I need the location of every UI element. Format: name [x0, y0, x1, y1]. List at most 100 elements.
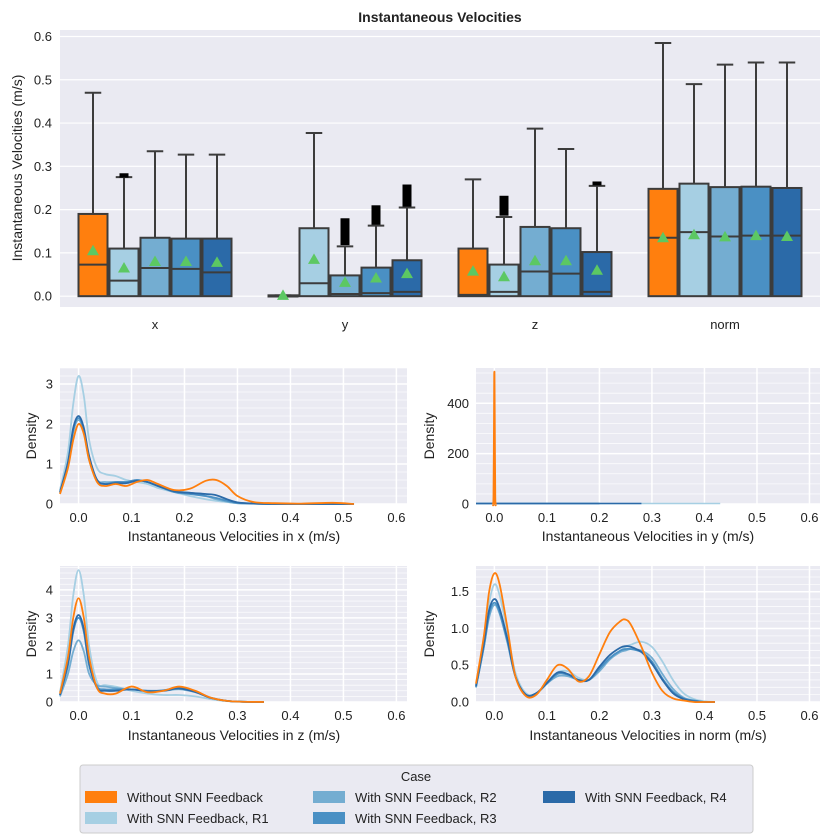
mean-marker [180, 255, 192, 267]
x-tick-label: 0.3 [228, 708, 246, 723]
y-tick-label: 1.0 [451, 621, 469, 636]
box [740, 185, 772, 298]
legend-item-1: With SNN Feedback, R1 [85, 811, 269, 826]
legend-item-3: With SNN Feedback, R3 [313, 811, 497, 826]
mean-marker [308, 253, 320, 264]
mean-marker [467, 265, 479, 276]
x-tick-label: 0.6 [800, 708, 818, 723]
mean-marker [339, 276, 351, 287]
x-tick-label: 0.4 [695, 510, 713, 525]
mean-marker [370, 272, 382, 283]
legend-item-2: With SNN Feedback, R2 [313, 790, 497, 805]
x-tick-label: 0.4 [281, 510, 299, 525]
box [201, 237, 233, 298]
mean-marker [688, 228, 700, 240]
legend-label: With SNN Feedback, R1 [127, 811, 269, 826]
kde-line [59, 422, 355, 505]
x-tick-label: 0.1 [122, 510, 140, 525]
boxplot-title: Instantaneous Velocities [358, 9, 522, 25]
x-tick-label: norm [710, 317, 740, 332]
y-tick-label: 0.3 [34, 159, 52, 174]
mean-marker [529, 254, 541, 266]
x-tick-label: 0.0 [70, 510, 88, 525]
outlier-cluster [119, 173, 129, 178]
kde-line [491, 370, 497, 507]
kde-z-xlabel: Instantaneous Velocities in z (m/s) [128, 727, 340, 743]
x-tick-label: 0.3 [643, 708, 661, 723]
kde-y-panel [476, 368, 820, 504]
x-tick-label: 0.6 [387, 708, 405, 723]
kde-norm-ylabel: Density [421, 611, 437, 658]
outlier-cluster [402, 184, 412, 207]
kde-x-xlabel: Instantaneous Velocities in x (m/s) [128, 528, 340, 544]
mean-marker [719, 230, 731, 242]
legend-swatch [313, 812, 345, 824]
x-tick-label: 0.1 [538, 510, 556, 525]
box [391, 259, 423, 298]
mean-marker [277, 289, 289, 300]
y-tick-label: 200 [447, 446, 469, 461]
marks-layer: 0.0 0.1 0.2 0.3 0.4 0.5 0.6 x y z norm 0 1 2 3 0.0 0.1 0.… [34, 29, 819, 723]
mean-marker [750, 229, 762, 241]
legend-swatch [543, 791, 575, 803]
x-tick-label: 0.6 [387, 510, 405, 525]
x-tick-label: 0.2 [590, 510, 608, 525]
kde-norm-xlabel: Instantaneous Velocities in norm (m/s) [529, 727, 766, 743]
x-tick-label: 0.4 [695, 708, 713, 723]
mean-marker [591, 264, 603, 275]
kde-y-xlabel: Instantaneous Velocities in y (m/s) [542, 528, 754, 544]
mean-marker [560, 254, 572, 266]
y-tick-label: 0.0 [451, 695, 469, 710]
x-tick-label: 0.2 [175, 510, 193, 525]
y-tick-label: 0.4 [34, 116, 52, 131]
x-tick-label: 0.5 [334, 510, 352, 525]
x-tick-label: 0.2 [590, 708, 608, 723]
y-tick-label: 3 [46, 377, 53, 392]
legend: Case Without SNN Feedback With SNN Feedb… [79, 764, 754, 834]
mean-marker [211, 256, 223, 267]
kde-line [59, 597, 264, 703]
box [647, 187, 679, 298]
y-tick-label: 2 [46, 638, 53, 653]
y-tick-label: 0.5 [451, 658, 469, 673]
legend-label: With SNN Feedback, R2 [355, 790, 497, 805]
x-tick-label: 0.0 [70, 708, 88, 723]
box [771, 186, 803, 298]
legend-item-0: Without SNN Feedback [85, 790, 263, 805]
x-tick-label: x [152, 317, 159, 332]
mean-marker [149, 255, 161, 267]
legend-swatch [313, 791, 345, 803]
x-tick-label: 0.4 [281, 708, 299, 723]
box [139, 236, 171, 298]
y-tick-label: 1 [46, 457, 53, 472]
legend-label: With SNN Feedback, R4 [585, 790, 727, 805]
kde-x-ylabel: Density [23, 413, 39, 460]
y-tick-label: 1.5 [451, 584, 469, 599]
outlier-cluster [592, 181, 602, 186]
y-tick-label: 0.2 [34, 202, 52, 217]
x-tick-label: z [532, 317, 539, 332]
legend-swatch [85, 812, 117, 824]
legend-swatch [85, 791, 117, 803]
legend-label: Without SNN Feedback [127, 790, 263, 805]
y-tick-label: 0.1 [34, 245, 52, 260]
kde-line [475, 572, 715, 704]
mean-marker [498, 270, 510, 282]
boxplot-ylabel: Instantaneous Velocities (m/s) [9, 75, 25, 262]
mean-marker [781, 230, 793, 241]
outlier-cluster [499, 195, 509, 216]
y-tick-label: 3 [46, 610, 53, 625]
mean-marker [657, 231, 669, 243]
kde-line [475, 598, 715, 703]
x-tick-label: y [342, 317, 349, 332]
legend-title: Case [401, 769, 431, 784]
y-tick-label: 0 [462, 497, 469, 512]
y-tick-label: 4 [46, 582, 53, 597]
box [170, 237, 202, 298]
x-tick-label: 0.2 [175, 708, 193, 723]
box [678, 182, 710, 298]
outlier-cluster [340, 218, 350, 246]
x-tick-label: 0.5 [748, 708, 766, 723]
x-tick-label: 0.0 [485, 510, 503, 525]
